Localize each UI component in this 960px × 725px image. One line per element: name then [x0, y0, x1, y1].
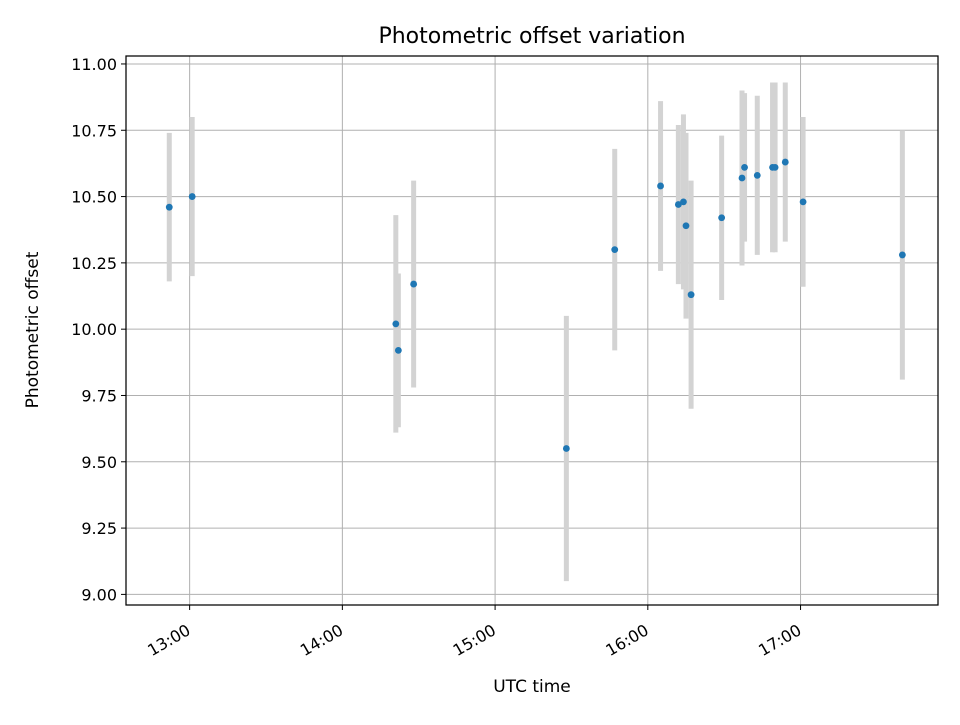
- data-point: [741, 163, 748, 171]
- y-tick-label: 9.00: [81, 585, 117, 604]
- data-point: [562, 445, 570, 452]
- data-point: [657, 182, 664, 190]
- y-tick-label: 10.75: [71, 121, 117, 140]
- y-tick-label: 9.75: [81, 386, 117, 405]
- y-tick-label: 9.50: [81, 453, 117, 472]
- data-point: [898, 251, 906, 259]
- data-point: [674, 201, 682, 208]
- data-point: [781, 158, 789, 166]
- data-point: [680, 198, 687, 206]
- y-tick-label: 10.50: [71, 188, 117, 207]
- chart-title: Photometric offset variation: [378, 24, 685, 49]
- data-point: [753, 171, 761, 179]
- x-axis-label: UTC time: [493, 677, 571, 697]
- grid-layer: [126, 56, 938, 605]
- data-point: [611, 246, 619, 254]
- y-tick-label: 10.00: [71, 320, 117, 339]
- data-point-layer: [165, 158, 906, 452]
- data-point: [771, 163, 779, 171]
- data-point: [165, 203, 173, 211]
- data-point: [392, 320, 400, 328]
- plot-frame: [125, 55, 939, 606]
- data-point: [687, 291, 695, 299]
- data-point: [188, 193, 196, 200]
- data-point: [799, 198, 807, 206]
- y-tick-label: 9.25: [81, 519, 117, 538]
- y-tick-label: 10.25: [71, 254, 117, 273]
- y-tick-label: 11.00: [71, 55, 117, 74]
- data-point: [410, 280, 418, 288]
- data-point: [394, 346, 402, 354]
- data-point: [682, 222, 690, 230]
- data-point: [738, 174, 746, 182]
- data-point: [718, 214, 726, 222]
- y-axis-label: Photometric offset: [23, 251, 43, 408]
